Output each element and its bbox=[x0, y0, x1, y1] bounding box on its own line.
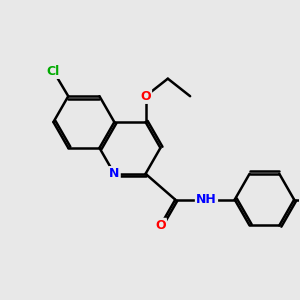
Text: O: O bbox=[155, 219, 166, 232]
Text: Cl: Cl bbox=[47, 65, 60, 78]
Text: N: N bbox=[109, 167, 119, 180]
Text: O: O bbox=[140, 90, 151, 103]
Text: NH: NH bbox=[196, 193, 217, 206]
